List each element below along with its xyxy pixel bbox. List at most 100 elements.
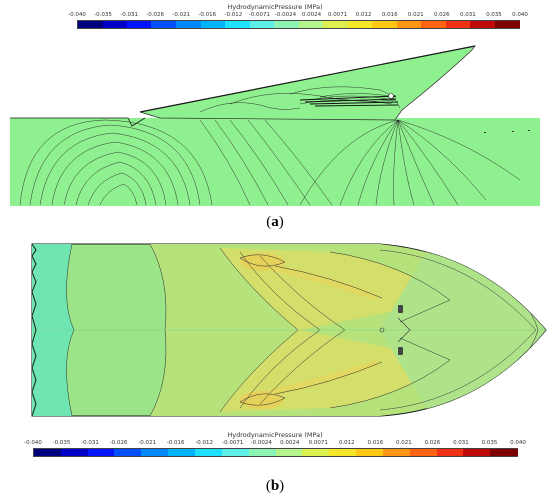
streak-lower [268,360,380,396]
colorbar-top-color-segment [298,21,324,28]
surface-specks [484,130,530,133]
pressure-contours-stern [19,119,213,206]
caption-b-close: ) [279,478,285,494]
bow-fitting [388,93,394,99]
colorbar-top-color-segment [127,21,153,28]
colorbar-bottom-ticks: -0.040 -0.035 -0.031 -0.026 -0.021 -0.016 -0.0… [24,440,526,448]
colorbar-bottom-tick-label: 0.026 [424,440,441,446]
streak-upper [268,264,380,300]
colorbar-top-tick-label: -0.031 [120,12,138,18]
colorbar-bottom-title: HydrodynamicPressure (MPa) [227,431,323,439]
caption-a-letter: a [271,214,279,230]
colorbar-bottom-tick-label: 0.012 [338,440,355,446]
colorbar-bottom-color-segment [382,449,411,456]
colorbar-top-color-segment [200,21,226,28]
caption-b: (b) [0,478,550,495]
colorbar-top-color-segment [323,21,349,28]
caption-b-letter: b [270,478,280,494]
colorbar-bottom-bar [33,448,518,457]
colorbar-bottom-color-segment [355,449,384,456]
pressure-contours-mid [199,119,333,206]
colorbar-top-tick-label: 0.021 [407,12,424,18]
colorbar-bottom-color-segment [436,449,465,456]
side-view-pressure-plot [10,45,540,206]
colorbar-bottom-color-segment [248,449,277,456]
colorbar-top-tick-label: 0.012 [355,12,372,18]
colorbar-top-tick-label: 0.026 [433,12,450,18]
colorbar-bottom-tick-label: -0.026 [109,440,128,446]
colorbar-bottom-color-segment [60,449,89,456]
colorbar-top-color-segment [151,21,177,28]
colorbar-bottom-color-segment [114,449,143,456]
colorbar-bottom-tick-label: -0.0071 [222,440,244,446]
colorbar-bottom-tick-label: -0.021 [138,440,156,446]
colorbar-bottom-color-segment [194,449,223,456]
colorbar-top-color-segment [224,21,251,28]
colorbar-top-tick-label: -0.035 [94,12,112,18]
colorbar-top-color-segment [102,21,128,28]
colorbar-top-color-segment [249,21,275,28]
colorbar-top-bar [77,20,520,29]
colorbar-bottom-tick-label: 0.040 [510,440,526,446]
caption-a-close: ) [278,214,284,230]
colorbar-top-tick-label: 0.040 [512,12,528,18]
colorbar-bottom-tick-label: 0.035 [481,440,498,446]
colorbar-top-color-segment [494,21,520,28]
colorbar-bottom: HydrodynamicPressure (MPa) -0.040 -0.035-… [0,431,550,461]
colorbar-bottom-color-segment [463,449,492,456]
colorbar-bottom-tick-label: 0.031 [453,440,469,446]
colorbar-bottom-tick-label: -0.035 [52,440,71,446]
colorbar-bottom-color-segment [275,449,304,456]
colorbar-top-color-segment [396,21,422,28]
colorbar-top-tick-label: -0.0024 [274,12,297,18]
colorbar-top-color-segment [274,21,300,28]
colorbar-top-color-segment [445,21,471,28]
colorbar-bottom-color-segment [409,449,438,456]
pressure-contours-bow [299,119,521,206]
colorbar-top-title: HydrodynamicPressure (MPa) [227,3,323,11]
colorbar-bottom-color-segment [168,449,196,456]
colorbar-top-color-segment [470,21,496,28]
colorbar-bottom-color-segment [87,449,116,456]
colorbar-bottom-tick-label: -0.0024 [250,440,272,446]
transom-edge [31,243,37,417]
colorbar-bottom-color-segment [34,449,62,456]
colorbar-top-tick-label: -0.021 [172,12,191,18]
spray-root-lines [299,95,399,107]
colorbar-bottom-color-segment [302,449,331,456]
bottom-view-pressure-plot [31,243,547,417]
caption-a-open: ( [266,214,272,230]
caption-b-open: ( [265,478,271,494]
colorbar-top: HydrodynamicPressure (MPa) -0.040 -0.035-… [0,0,550,30]
free-surface-area [10,118,540,206]
colorbar-top-color-segment [78,21,104,28]
colorbar-top-tick-label: 0.031 [460,12,476,18]
colorbar-bottom-tick-label: 0.0024 [280,440,300,446]
colorbar-bottom-tick-label: 0.016 [367,440,384,446]
colorbar-top-tick-label: 0.0071 [327,12,348,18]
colorbar-bottom-color-segment [490,449,518,456]
colorbar-top-color-segment [347,21,373,28]
colorbar-bottom-tick-label: 0.021 [396,440,412,446]
colorbar-top-tick-label: 0.035 [486,12,502,18]
colorbar-top-color-segment [421,21,447,28]
colorbar-top-tick-label: -0.026 [146,12,165,18]
hull-appendages [379,305,411,355]
colorbar-top-tick-label: -0.016 [198,12,217,18]
chine-line [379,249,537,411]
colorbar-top-color-segment [371,21,398,28]
colorbar-bottom-tick-label: -0.016 [166,440,185,446]
colorbar-bottom-tick-label: -0.031 [81,440,99,446]
colorbar-top-ticks: -0.040 -0.035 -0.031 -0.026 -0.021 -0.016 -0.0… [68,12,528,20]
colorbar-bottom-tick-label: -0.040 [24,440,42,446]
caption-a: (a) [0,214,550,231]
colorbar-top-tick-label: 0.0024 [301,12,322,18]
colorbar-top-tick-label: -0.0071 [248,12,271,18]
colorbar-bottom-color-segment [221,449,250,456]
colorbar-top-color-segment [176,21,202,28]
hull-top-edge [139,45,476,113]
colorbar-top-tick-label: 0.016 [381,12,398,18]
colorbar-bottom-color-segment [329,449,357,456]
colorbar-bottom-color-segment [141,449,170,456]
colorbar-top-tick-label: -0.012 [224,12,243,18]
